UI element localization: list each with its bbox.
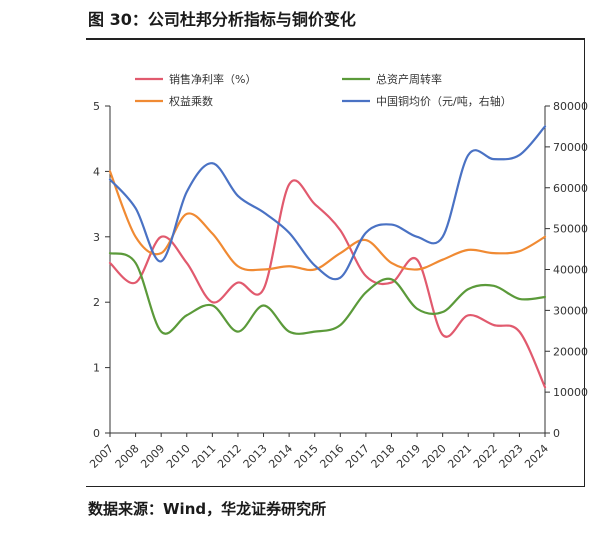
data-source-note: 数据来源：Wind，华龙证券研究所 xyxy=(88,500,327,518)
legend-copper-price-label: 中国铜均价（元/吨，右轴） xyxy=(376,94,512,108)
x-axis-tick-label: 2011 xyxy=(189,442,218,471)
equity-multiplier-line xyxy=(108,170,547,272)
left-axis-tick-label: 1 xyxy=(93,362,100,375)
copper-price-line xyxy=(108,125,547,281)
legend-asset-turnover-label: 总资产周转率 xyxy=(376,72,442,86)
left-axis-tick-label: 5 xyxy=(93,100,100,113)
right-border xyxy=(584,38,585,487)
legend-net-margin-label: 销售净利率（%） xyxy=(169,72,256,86)
x-axis-tick-label: 2024 xyxy=(522,442,551,471)
x-axis-tick-label: 2009 xyxy=(138,442,167,471)
right-axis-tick-label: 10000 xyxy=(553,386,588,399)
net-margin-line xyxy=(108,179,547,389)
right-axis-tick-label: 30000 xyxy=(553,304,588,317)
right-axis-tick-label: 70000 xyxy=(553,141,588,154)
right-axis-tick-label: 80000 xyxy=(553,100,588,113)
x-axis-tick-label: 2023 xyxy=(497,442,526,471)
x-axis-tick-label: 2013 xyxy=(241,442,270,471)
x-axis-tick-label: 2007 xyxy=(87,442,116,471)
bottom-rule xyxy=(86,486,585,487)
x-axis-tick-label: 2015 xyxy=(292,442,321,471)
x-axis-tick-label: 2008 xyxy=(113,442,142,471)
x-axis-tick-label: 2016 xyxy=(317,442,346,471)
x-axis-tick-label: 2022 xyxy=(471,442,500,471)
right-axis-tick-label: 60000 xyxy=(553,182,588,195)
x-axis-tick-label: 2018 xyxy=(369,442,398,471)
left-axis-tick-label: 2 xyxy=(93,296,100,309)
x-axis-tick-label: 2019 xyxy=(394,442,423,471)
figure-title: 图 30：公司杜邦分析指标与铜价变化 xyxy=(88,10,356,29)
x-axis-tick-label: 2012 xyxy=(215,442,244,471)
right-axis-tick-label: 40000 xyxy=(553,264,588,277)
right-axis-tick-label: 50000 xyxy=(553,223,588,236)
x-axis-tick-label: 2014 xyxy=(266,442,295,471)
asset-turnover-line xyxy=(108,252,547,335)
right-axis-tick-label: 0 xyxy=(553,427,560,440)
x-axis-tick-label: 2020 xyxy=(420,442,449,471)
x-axis-tick-label: 2021 xyxy=(445,442,474,471)
left-axis-tick-label: 0 xyxy=(93,427,100,440)
left-axis-tick-label: 3 xyxy=(93,231,100,244)
right-axis-tick-label: 20000 xyxy=(553,345,588,358)
left-axis-tick-label: 4 xyxy=(93,165,100,178)
legend-equity-multiplier-label: 权益乘数 xyxy=(169,94,213,108)
x-axis-tick-label: 2010 xyxy=(164,442,193,471)
x-axis-tick-label: 2017 xyxy=(343,442,372,471)
top-rule xyxy=(86,38,585,40)
